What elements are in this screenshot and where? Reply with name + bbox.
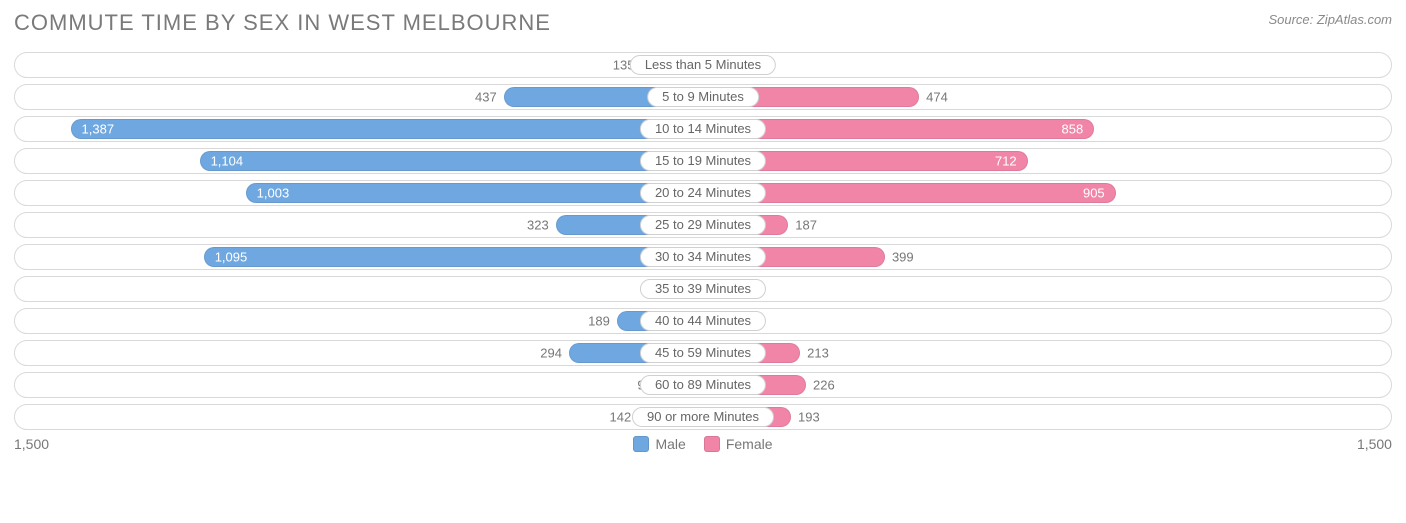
chart-row: 14219390 or more Minutes — [14, 404, 1392, 430]
legend: Male Female — [633, 436, 772, 452]
axis-max-left: 1,500 — [14, 436, 49, 452]
female-value: 858 — [1062, 122, 1084, 137]
female-value: 474 — [918, 90, 948, 105]
category-label: Less than 5 Minutes — [630, 55, 776, 75]
axis-max-right: 1,500 — [1357, 436, 1392, 452]
chart-row: 1,095 399 30 to 34 Minutes — [14, 244, 1392, 270]
male-bar: 1,104 — [200, 151, 703, 171]
category-label: 35 to 39 Minutes — [640, 279, 766, 299]
category-label: 40 to 44 Minutes — [640, 311, 766, 331]
legend-item-male: Male — [633, 436, 685, 452]
chart-row: 437 474 5 to 9 Minutes — [14, 84, 1392, 110]
male-value: 1,104 — [211, 154, 244, 169]
category-label: 20 to 24 Minutes — [640, 183, 766, 203]
male-value: 1,003 — [257, 186, 290, 201]
male-bar: 1,095 — [204, 247, 703, 267]
male-value: 1,095 — [215, 250, 248, 265]
female-value: 712 — [995, 154, 1017, 169]
male-value: 1,387 — [82, 122, 115, 137]
category-label: 60 to 89 Minutes — [640, 375, 766, 395]
category-label: 30 to 34 Minutes — [640, 247, 766, 267]
category-label: 10 to 14 Minutes — [640, 119, 766, 139]
female-value: 193 — [790, 410, 820, 425]
male-value: 294 — [540, 346, 570, 361]
chart-row: 323 187 25 to 29 Minutes — [14, 212, 1392, 238]
chart-row: 1,003 905 20 to 24 Minutes — [14, 180, 1392, 206]
chart-header: COMMUTE TIME BY SEX IN WEST MELBOURNE So… — [14, 10, 1392, 36]
male-value: 323 — [527, 218, 557, 233]
male-value: 189 — [588, 314, 618, 329]
category-label: 15 to 19 Minutes — [640, 151, 766, 171]
chart-row: 9722660 to 89 Minutes — [14, 372, 1392, 398]
chart-row: 1,387 858 10 to 14 Minutes — [14, 116, 1392, 142]
male-bar: 1,387 — [71, 119, 703, 139]
legend-item-female: Female — [704, 436, 773, 452]
chart-row: 231235 to 39 Minutes — [14, 276, 1392, 302]
chart-row: 13583Less than 5 Minutes — [14, 52, 1392, 78]
chart-title: COMMUTE TIME BY SEX IN WEST MELBOURNE — [14, 10, 551, 36]
legend-label-male: Male — [655, 436, 685, 452]
diverging-bar-chart: 13583Less than 5 Minutes 437 474 5 to 9 Min… — [14, 52, 1392, 430]
male-bar: 1,003 — [246, 183, 703, 203]
category-label: 90 or more Minutes — [632, 407, 774, 427]
female-value: 226 — [805, 378, 835, 393]
category-label: 45 to 59 Minutes — [640, 343, 766, 363]
female-value: 905 — [1083, 186, 1105, 201]
category-label: 25 to 29 Minutes — [640, 215, 766, 235]
category-label: 5 to 9 Minutes — [647, 87, 759, 107]
female-value: 399 — [884, 250, 914, 265]
chart-row: 1,104 712 15 to 19 Minutes — [14, 148, 1392, 174]
legend-label-female: Female — [726, 436, 773, 452]
chart-footer: 1,500 Male Female 1,500 — [14, 436, 1392, 452]
male-swatch-icon — [633, 436, 649, 452]
female-swatch-icon — [704, 436, 720, 452]
female-value: 187 — [787, 218, 817, 233]
chart-row: 294 213 45 to 59 Minutes — [14, 340, 1392, 366]
female-value: 213 — [799, 346, 829, 361]
chart-source: Source: ZipAtlas.com — [1268, 10, 1392, 27]
chart-row: 1893540 to 44 Minutes — [14, 308, 1392, 334]
male-value: 437 — [475, 90, 505, 105]
